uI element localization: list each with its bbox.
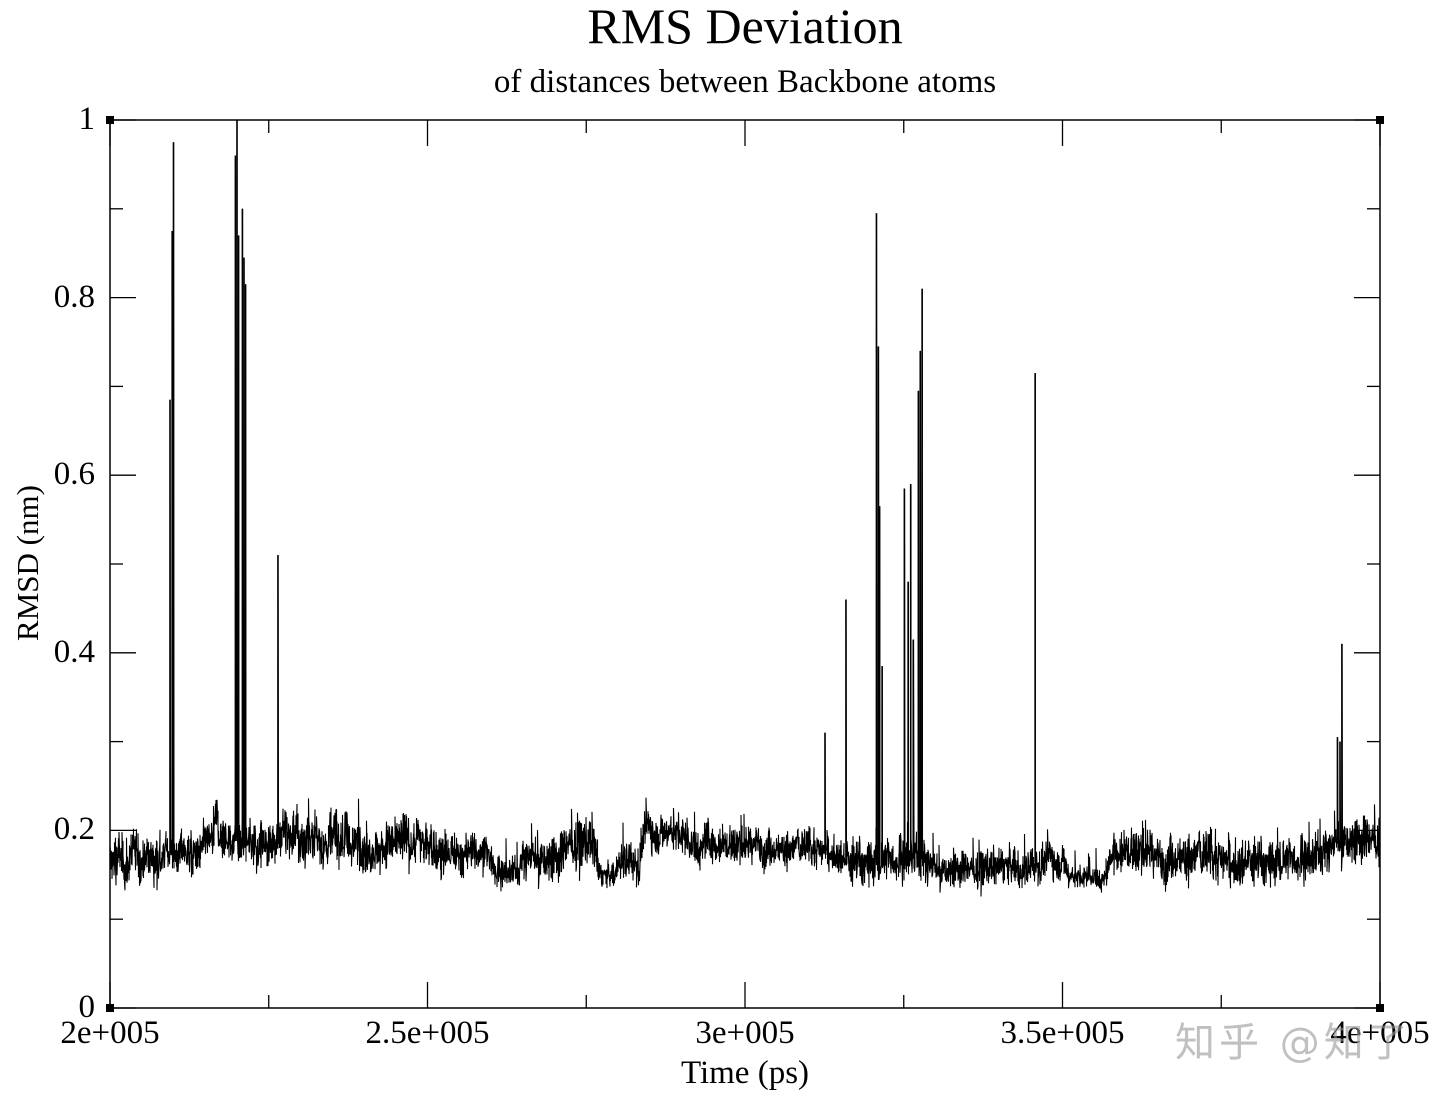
plot-frame: [106, 116, 1384, 1012]
watermark: 知乎 @知了: [1175, 1020, 1412, 1066]
x-tick-label: 4e+005: [1330, 1015, 1430, 1051]
chart-title: RMS Deviation: [587, 0, 903, 54]
y-tick-label: 0.2: [53, 811, 95, 848]
y-tick-label: 0.6: [53, 456, 95, 493]
x-tick-label: 2e+005: [60, 1015, 160, 1051]
y-tick-label: 1: [78, 101, 96, 137]
y-tick-label: 0: [78, 989, 96, 1025]
x-tick-label: 3e+005: [695, 1015, 795, 1051]
y-tick-label: 0.4: [53, 633, 95, 670]
rmsd-series: [109, 119, 1381, 897]
x-tick-label: 3.5e+005: [1000, 1015, 1125, 1051]
x-axis-label: Time (ps): [680, 1055, 810, 1091]
x-tick-label: 2.5e+005: [365, 1015, 490, 1051]
chart-subtitle: of distances between Backbone atoms: [493, 64, 997, 100]
y-tick-label: 0.8: [53, 278, 95, 315]
